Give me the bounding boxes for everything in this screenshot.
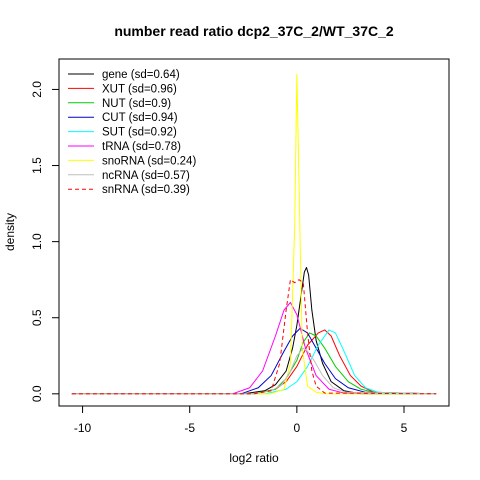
series-line-6 — [71, 73, 437, 395]
y-tick-label: 0.5 — [30, 309, 44, 326]
legend-label: tRNA (sd=0.78) — [102, 141, 181, 153]
legend-label: XUT (sd=0.96) — [102, 83, 177, 95]
x-tick-label: 5 — [401, 421, 408, 435]
y-tick-label: 2.0 — [30, 81, 44, 98]
legend-label: SUT (sd=0.92) — [102, 127, 177, 139]
x-axis-label: log2 ratio — [229, 451, 279, 465]
series-line-3 — [71, 327, 437, 395]
series-layer — [71, 73, 437, 395]
y-tick-label: 0.0 — [30, 385, 44, 402]
chart-title: number read ratio dcp2_37C_2/WT_37C_2 — [114, 23, 394, 39]
legend-label: snoRNA (sd=0.24) — [102, 155, 196, 167]
y-tick-label: 1.5 — [30, 157, 44, 174]
x-tick-label: -10 — [74, 421, 92, 435]
legend-label: snRNA (sd=0.39) — [102, 184, 190, 196]
series-line-5 — [71, 302, 437, 395]
series-line-4 — [71, 329, 437, 395]
legend-label: NUT (sd=0.9) — [102, 98, 171, 110]
y-axis-label: density — [3, 213, 17, 251]
x-tick-label: -5 — [184, 421, 195, 435]
legend: gene (sd=0.64) XUT (sd=0.96) NUT (sd=0.9) C… — [68, 69, 196, 196]
series-line-0 — [71, 267, 437, 395]
plot-frame — [58, 58, 450, 407]
legend-label: ncRNA (sd=0.57) — [102, 170, 190, 182]
y-tick-label: 1.0 — [30, 233, 44, 250]
x-tick-label: 0 — [294, 421, 301, 435]
legend-label: CUT (sd=0.94) — [102, 112, 178, 124]
legend-label: gene (sd=0.64) — [102, 69, 180, 81]
series-line-8 — [71, 279, 437, 395]
